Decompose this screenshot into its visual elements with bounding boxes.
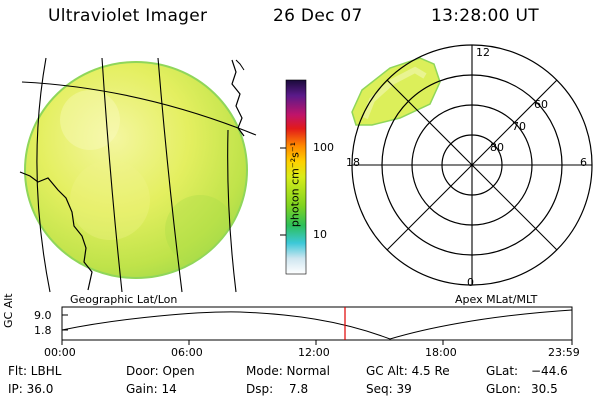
glat-value: −44.6: [531, 364, 568, 378]
lat-label-60: 60: [534, 98, 548, 111]
meridian-line-3: [157, 57, 183, 293]
lat-label-70: 70: [512, 120, 526, 133]
mlt-label-18: 18: [346, 156, 360, 169]
colorbar: [280, 79, 307, 275]
gain-status: Gain: 14: [126, 382, 177, 396]
xtick-label-0000: 00:00: [44, 346, 76, 359]
instrument-title: Ultraviolet Imager: [48, 6, 208, 26]
altitude-panel: [61, 306, 573, 345]
coastline-fragment: [235, 59, 245, 71]
altitude-ytick-label-1.8: 1.8: [34, 324, 52, 337]
apex-caption: Apex MLat/MLT: [455, 293, 538, 306]
glat-label: GLat:: [486, 364, 519, 378]
time-label: 13:28:00 UT: [431, 6, 539, 26]
glon-label: GLon:: [486, 382, 521, 396]
altitude-ytick-label-9: 9.0: [34, 309, 52, 322]
meridian-line-4: [227, 129, 237, 293]
ip-status: IP: 36.0: [8, 382, 54, 396]
mlt-label-12: 12: [476, 46, 490, 59]
altitude-frame: [61, 306, 573, 341]
polar-diagonal-2: [386, 79, 558, 251]
polar-emission-highlight: [362, 66, 427, 120]
geographic-map: [19, 57, 257, 293]
colorbar-label-10: 10: [313, 228, 327, 241]
geographic-caption: Geographic Lat/Lon: [70, 293, 178, 306]
gc-alt-status: GC Alt: 4.5 Re: [366, 364, 450, 378]
meridian-line-1: [36, 57, 51, 293]
colorbar-unit-label: photon cm⁻²s⁻¹: [288, 141, 302, 228]
glon-value: 30.5: [531, 382, 558, 396]
mode-status: Mode: Normal: [246, 364, 330, 378]
meridian-line-2: [101, 57, 123, 293]
xtick-label-0600: 06:00: [171, 346, 203, 359]
dsp-value: 7.8: [289, 382, 309, 396]
mlt-label-0: 0: [467, 276, 474, 289]
xtick-label-2359: 23:59: [548, 346, 580, 359]
date-label: 26 Dec 07: [273, 6, 363, 26]
altitude-curve: [61, 309, 573, 340]
earth-disk: [24, 61, 248, 279]
lat-label-80: 80: [490, 141, 504, 154]
dsp-label: Dsp:: [246, 382, 274, 396]
coastline-east: [231, 59, 245, 137]
mlt-label-6: 6: [580, 156, 587, 169]
altitude-ylabel: GC Alt: [2, 293, 15, 328]
coastline-west: [19, 171, 93, 291]
door-status: Door: Open: [126, 364, 195, 378]
seq-status: Seq: 39: [366, 382, 412, 396]
colorbar-label-100: 100: [313, 141, 334, 154]
filter-status: Flt: LBHL: [8, 364, 62, 378]
xtick-label-1200: 12:00: [298, 346, 330, 359]
latitude-line: [21, 81, 257, 136]
polar-plot: [351, 44, 593, 286]
colorbar-gradient: [285, 79, 307, 275]
xtick-label-1800: 18:00: [425, 346, 457, 359]
